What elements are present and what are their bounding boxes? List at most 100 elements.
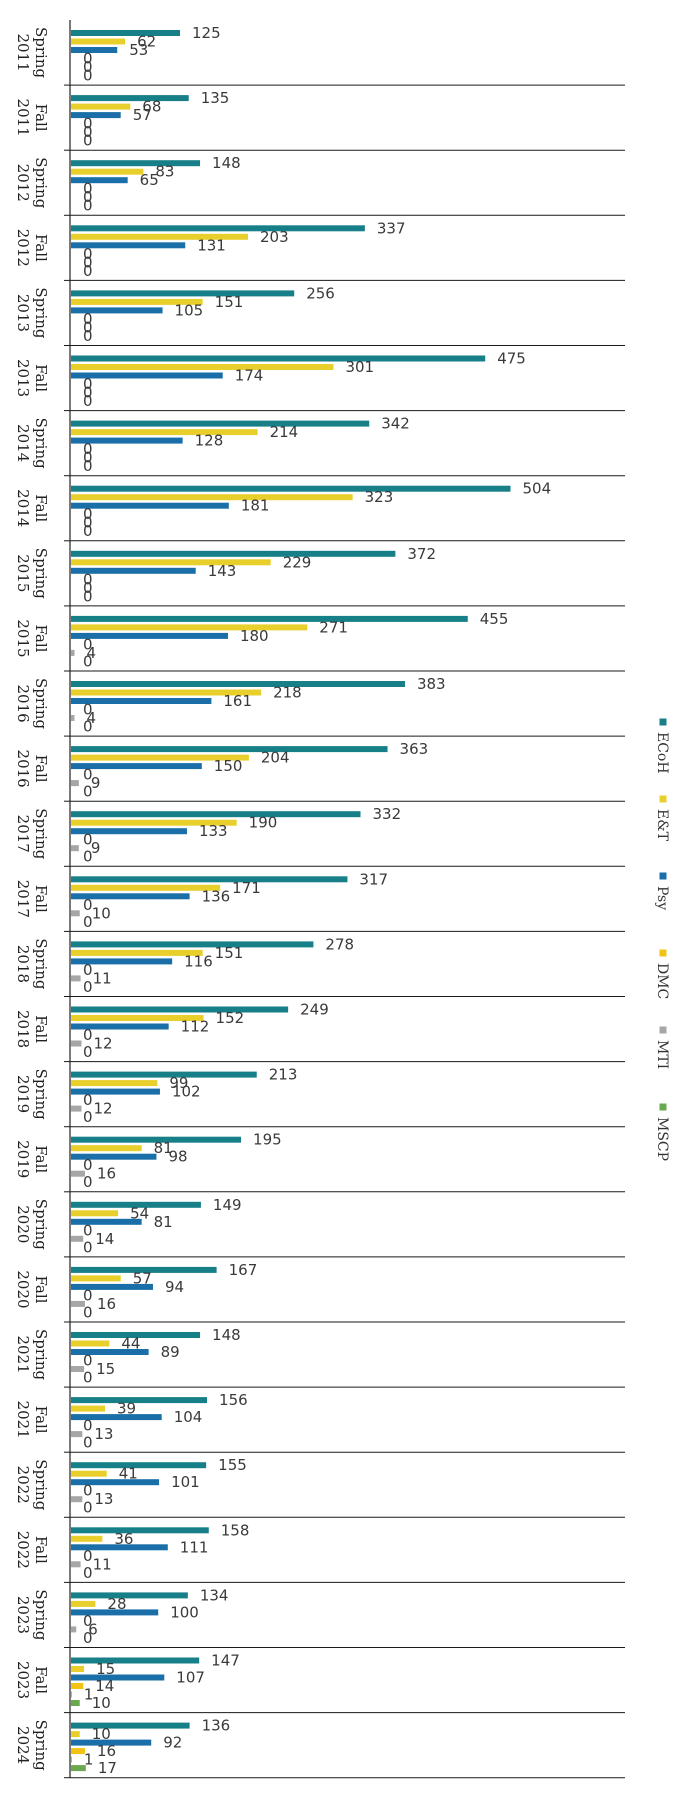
value-label-eandt: 99 xyxy=(169,1074,188,1092)
bar-ecoh xyxy=(71,941,314,948)
value-label-psy: 131 xyxy=(197,236,226,254)
bar-eandt xyxy=(71,884,221,891)
bar-ecoh xyxy=(71,1332,201,1338)
bar-ecoh xyxy=(71,1592,188,1599)
value-label-psy: 107 xyxy=(176,1669,205,1687)
value-label-eandt: 152 xyxy=(216,1009,245,1027)
value-label-mti: 0 xyxy=(83,384,93,402)
value-label-mti: 15 xyxy=(96,1360,115,1378)
bar-ecoh xyxy=(71,30,180,36)
value-label-ecoh: 148 xyxy=(212,1326,241,1344)
bar-psy xyxy=(71,1023,169,1030)
bar-psy xyxy=(71,372,223,379)
category-label-year: 2014 xyxy=(14,424,32,462)
value-label-psy: 150 xyxy=(214,757,243,775)
value-label-ecoh: 317 xyxy=(359,870,388,888)
bar-eandt xyxy=(71,494,353,501)
bar-eandt xyxy=(71,559,271,566)
category-label-term: Spring xyxy=(32,1459,50,1511)
value-label-dmc: 0 xyxy=(83,1547,93,1565)
bar-psy xyxy=(71,47,118,53)
value-label-mti: 4 xyxy=(86,709,96,727)
bar-psy xyxy=(71,958,173,965)
value-label-psy: 100 xyxy=(170,1603,199,1621)
bar-ecoh xyxy=(71,1397,208,1404)
bar-eandt xyxy=(71,1470,107,1477)
value-label-ecoh: 256 xyxy=(306,284,335,302)
value-label-mti: 0 xyxy=(83,123,93,141)
bar-psy xyxy=(71,1414,162,1421)
value-label-psy: 136 xyxy=(202,887,231,905)
category-label-term: Fall xyxy=(32,1145,50,1173)
bar-eandt xyxy=(71,103,131,110)
bar-ecoh xyxy=(71,420,370,427)
value-label-mscp: 0 xyxy=(83,848,93,866)
legend-swatch-dmc xyxy=(659,949,667,957)
value-label-eandt: 271 xyxy=(319,618,348,636)
category-label-term: Fall xyxy=(32,1666,50,1694)
value-label-mti: 0 xyxy=(83,318,93,336)
bar-ecoh xyxy=(71,1527,209,1534)
category-label-term: Fall xyxy=(32,234,50,262)
category-label-year: 2013 xyxy=(14,294,32,332)
value-label-ecoh: 213 xyxy=(269,1066,298,1084)
category-label-year: 2022 xyxy=(14,1466,32,1504)
value-label-dmc: 0 xyxy=(83,896,93,914)
bar-psy xyxy=(71,632,228,639)
bar-ecoh xyxy=(71,615,468,622)
value-label-mscp: 0 xyxy=(83,1564,93,1582)
category-label-term: Spring xyxy=(32,1589,50,1641)
bar-eandt xyxy=(71,754,249,761)
value-label-dmc: 0 xyxy=(83,1286,93,1304)
bar-ecoh xyxy=(71,1201,201,1208)
value-label-eandt: 323 xyxy=(365,488,394,506)
value-label-mti: 10 xyxy=(92,904,111,922)
value-label-mscp: 0 xyxy=(83,392,93,410)
bar-psy xyxy=(71,1153,157,1160)
bar-mti xyxy=(71,1235,84,1242)
value-label-mscp: 0 xyxy=(83,327,93,345)
value-label-psy: 112 xyxy=(181,1018,210,1036)
bar-eandt xyxy=(71,1340,110,1347)
value-label-psy: 180 xyxy=(240,627,269,645)
value-label-ecoh: 147 xyxy=(211,1652,240,1670)
value-label-mscp: 0 xyxy=(83,522,93,540)
category-label-year: 2015 xyxy=(14,554,32,592)
value-label-dmc: 14 xyxy=(95,1677,114,1695)
value-label-eandt: 41 xyxy=(119,1465,138,1483)
value-label-psy: 53 xyxy=(129,41,148,59)
category-label-year: 2020 xyxy=(14,1270,32,1308)
value-label-mti: 0 xyxy=(83,449,93,467)
bar-dmc xyxy=(71,1748,85,1755)
value-label-ecoh: 455 xyxy=(480,610,509,628)
value-label-eandt: 171 xyxy=(232,879,261,897)
value-label-mscp: 0 xyxy=(83,457,93,475)
category-label-year: 2012 xyxy=(14,164,32,202)
value-label-eandt: 36 xyxy=(114,1530,133,1548)
category-label-year: 2022 xyxy=(14,1531,32,1569)
value-label-ecoh: 158 xyxy=(221,1521,250,1539)
value-label-mti: 0 xyxy=(83,253,93,271)
bar-eandt xyxy=(71,168,144,175)
bar-psy xyxy=(71,1739,152,1746)
bar-ecoh xyxy=(71,225,365,232)
bar-psy xyxy=(71,1088,160,1095)
value-label-ecoh: 504 xyxy=(522,480,551,498)
value-label-ecoh: 475 xyxy=(497,350,526,368)
legend-label-ecoh: ECoH xyxy=(654,732,670,774)
bar-psy xyxy=(71,1349,149,1355)
value-label-eandt: 204 xyxy=(261,749,290,767)
bar-eandt xyxy=(71,949,203,956)
value-label-mti: 14 xyxy=(95,1230,114,1248)
value-label-ecoh: 337 xyxy=(377,219,406,237)
value-label-psy: 94 xyxy=(165,1278,184,1296)
category-label-year: 2016 xyxy=(14,750,32,788)
